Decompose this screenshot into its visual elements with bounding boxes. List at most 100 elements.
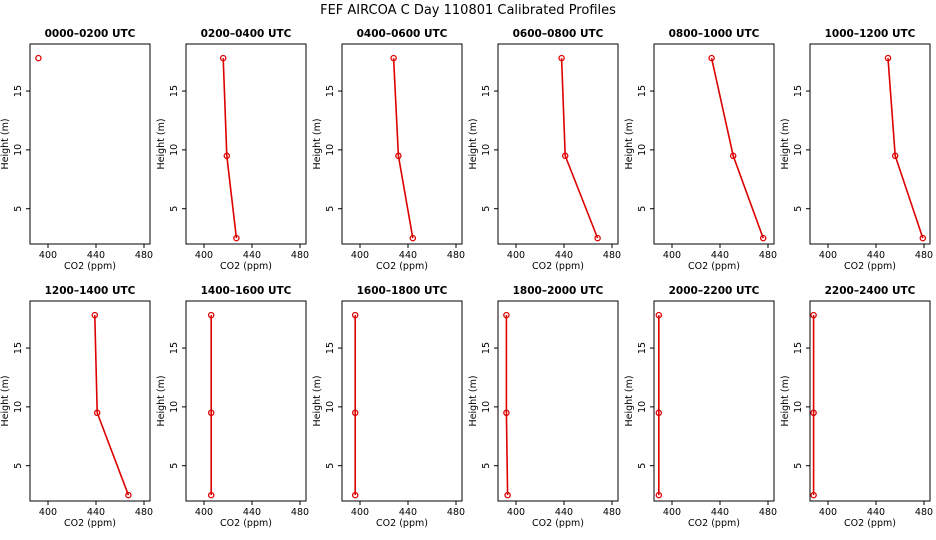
y-tick-label: 5	[13, 206, 24, 212]
panel-title: 0600–0800 UTC	[513, 28, 604, 40]
x-tick-label: 440	[87, 507, 105, 518]
x-axis-label: CO2 (ppm)	[64, 261, 116, 272]
profile-point	[891, 152, 899, 160]
x-axis-label: CO2 (ppm)	[64, 518, 116, 529]
panel-title: 1800–2000 UTC	[513, 285, 604, 297]
y-axis-label: Height (m)	[624, 118, 635, 169]
x-axis-label: CO2 (ppm)	[532, 261, 584, 272]
y-tick-label: 10	[169, 144, 180, 156]
plot-frame	[185, 300, 307, 502]
profile-point	[594, 234, 601, 242]
y-tick-label: 10	[325, 144, 336, 156]
y-axis-label: Height (m)	[468, 375, 479, 426]
profile-point	[503, 311, 510, 319]
panel-title: 2200–2400 UTC	[825, 285, 916, 297]
y-axis-label: Height (m)	[0, 375, 11, 426]
y-tick-label: 5	[169, 463, 180, 469]
x-tick-label: 400	[195, 507, 213, 518]
x-tick-label: 400	[507, 507, 525, 518]
x-tick-label: 480	[291, 250, 309, 261]
y-tick-label: 5	[793, 463, 804, 469]
x-tick-label: 400	[351, 507, 369, 518]
profile-point	[810, 491, 817, 499]
panel-title: 1400–1600 UTC	[201, 285, 292, 297]
profile-point	[351, 409, 359, 417]
x-tick-label: 480	[915, 507, 933, 518]
y-tick-label: 10	[325, 401, 336, 413]
x-tick-label: 440	[555, 507, 573, 518]
profile-point	[351, 311, 359, 319]
x-tick-label: 440	[711, 507, 729, 518]
plot-frame	[497, 300, 619, 502]
profile-line	[392, 58, 414, 239]
profile-point	[655, 409, 663, 417]
y-tick-label: 10	[13, 144, 24, 156]
y-axis-label: Height (m)	[156, 375, 167, 426]
profile-point	[351, 491, 359, 499]
x-axis-label: CO2 (ppm)	[688, 261, 740, 272]
y-tick-label: 15	[13, 85, 24, 97]
x-tick-label: 480	[447, 507, 465, 518]
profile-point	[207, 311, 215, 319]
plot-frame	[497, 43, 619, 245]
profile-panel: 1600–1800 UTC 400 440 480 5 10 15 CO2 (ppm) Heig…	[312, 285, 465, 529]
x-tick-label: 400	[819, 250, 837, 261]
profile-panel: 0000–0200 UTC 400 440 480 5 10 15 CO2 (ppm) Heig…	[0, 28, 153, 272]
y-axis-label: Height (m)	[780, 118, 791, 169]
x-tick-label: 480	[291, 507, 309, 518]
x-tick-label: 480	[603, 250, 621, 261]
y-axis-label: Height (m)	[468, 118, 479, 169]
y-tick-label: 15	[13, 342, 24, 354]
y-axis-label: Height (m)	[156, 118, 167, 169]
profile-panel: 1800–2000 UTC 400 440 480 5 10 15 CO2 (ppm) Heig…	[468, 285, 621, 529]
panel-title: 2000–2200 UTC	[669, 285, 760, 297]
figure-title: FEF AIRCOA C Day 110801 Calibrated Profi…	[320, 3, 616, 18]
profile-line	[887, 58, 924, 239]
panels-grid: 0000–0200 UTC 400 440 480 5 10 15 CO2 (ppm) Heig…	[0, 28, 933, 529]
profile-point	[919, 234, 927, 242]
y-axis-label: Height (m)	[780, 375, 791, 426]
x-tick-label: 480	[915, 250, 933, 261]
panel-title: 1600–1800 UTC	[357, 285, 448, 297]
x-tick-label: 400	[663, 507, 681, 518]
x-axis-label: CO2 (ppm)	[220, 261, 272, 272]
x-axis-label: CO2 (ppm)	[844, 518, 896, 529]
x-tick-label: 400	[351, 250, 369, 261]
panel-title: 0400–0600 UTC	[357, 28, 448, 40]
plot-frame	[341, 300, 463, 502]
profile-line	[505, 315, 509, 496]
profile-point	[390, 54, 397, 62]
y-tick-label: 15	[325, 342, 336, 354]
x-tick-label: 440	[711, 250, 729, 261]
profile-point	[207, 491, 215, 499]
x-tick-label: 440	[555, 250, 573, 261]
plot-frame	[809, 43, 931, 245]
x-tick-label: 480	[759, 507, 777, 518]
profile-point	[561, 152, 569, 160]
profile-point	[810, 311, 817, 319]
profile-panel: 1200–1400 UTC 400 440 480 5 10 15 CO2 (ppm) Heig…	[0, 285, 153, 529]
y-tick-label: 15	[793, 342, 804, 354]
profile-point	[558, 54, 565, 62]
y-tick-label: 10	[637, 401, 648, 413]
y-tick-label: 10	[481, 401, 492, 413]
x-axis-label: CO2 (ppm)	[688, 518, 740, 529]
profile-panel: 0600–0800 UTC 400 440 480 5 10 15 CO2 (ppm) Heig…	[468, 28, 621, 272]
plot-frame	[653, 300, 775, 502]
profile-line	[710, 57, 764, 239]
x-tick-label: 400	[663, 250, 681, 261]
x-tick-label: 480	[447, 250, 465, 261]
plot-frame	[341, 43, 463, 245]
y-axis-label: Height (m)	[624, 375, 635, 426]
profile-point	[93, 409, 101, 417]
x-tick-label: 400	[507, 250, 525, 261]
y-tick-label: 10	[13, 401, 24, 413]
y-tick-label: 15	[793, 85, 804, 97]
y-tick-label: 15	[481, 85, 492, 97]
x-tick-label: 400	[39, 250, 57, 261]
x-tick-label: 440	[867, 250, 885, 261]
x-axis-label: CO2 (ppm)	[532, 518, 584, 529]
y-tick-label: 5	[793, 206, 804, 212]
profile-panel: 1400–1600 UTC 400 440 480 5 10 15 CO2 (ppm) Heig…	[156, 285, 309, 529]
